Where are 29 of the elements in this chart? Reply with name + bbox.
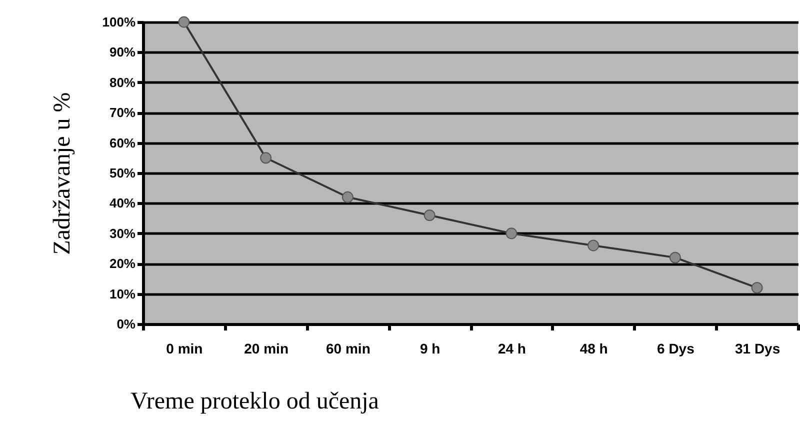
y-tick-label: 100% [102,14,136,30]
y-tick-label: 90% [109,44,136,60]
y-tick-label: 40% [109,196,136,211]
y-tick-label: 60% [109,135,136,150]
y-tick-label: 70% [109,105,136,120]
point [588,240,600,252]
y-tick-label: 50% [109,166,136,180]
x-tick-label: 31 Dys [734,340,780,356]
y-axis-title: Zadržavanje u % [49,92,76,255]
point [751,282,763,294]
point [669,252,681,264]
x-tick-label: 9 h [420,340,440,356]
x-tick-label: 0 min [166,340,203,356]
y-tick-label: 10% [109,286,136,302]
point [342,191,354,203]
y-tick-label: 0% [116,316,136,332]
point [506,228,518,240]
point [424,210,436,222]
y-tick-label: 30% [109,226,136,241]
x-tick-label: 60 min [326,340,370,356]
x-tick-label: 48 h [580,340,608,356]
point [260,152,272,164]
point [178,16,190,28]
x-tick-label: 20 min [244,340,288,356]
y-tick-label: 80% [109,74,136,90]
y-tick-label: 20% [109,256,136,272]
x-axis-title: Vreme proteklo od učenja [130,388,380,414]
x-tick-label: 24 h [498,340,526,356]
x-tick-label: 6 Dys [657,340,695,356]
